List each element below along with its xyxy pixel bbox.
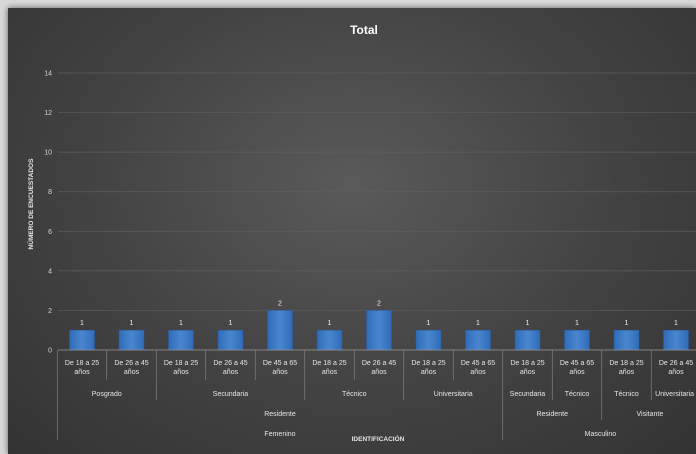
x-tick-label: años xyxy=(124,369,140,376)
bar xyxy=(415,329,442,351)
bar xyxy=(168,329,194,351)
data-label: 1 xyxy=(476,320,480,327)
bar xyxy=(514,329,541,351)
bar-chart: Total NÚMERO DE ENCUESTADOS IDENTIFICACI… xyxy=(26,23,696,443)
data-label: 1 xyxy=(80,320,84,327)
x-group-label: Visitante xyxy=(637,411,664,418)
x-tick-label: años xyxy=(619,369,635,376)
x-tick-label: años xyxy=(569,369,585,376)
x-tick-label: De 18 a 25 xyxy=(609,360,643,367)
data-label: 2 xyxy=(377,300,381,307)
x-tick-label: años xyxy=(520,369,536,376)
x-group-label: Secundaria xyxy=(510,391,546,398)
y-tick-label: 10 xyxy=(44,150,52,157)
x-tick-label: De 26 a 45 xyxy=(659,360,693,367)
x-tick-label: De 26 a 45 xyxy=(114,360,148,367)
x-group-label: Femenino xyxy=(264,431,295,438)
x-tick-label: años xyxy=(421,369,437,376)
data-label: 1 xyxy=(328,320,332,327)
bar xyxy=(663,329,689,351)
x-tick-label: De 26 a 45 xyxy=(213,360,247,367)
x-tick-label: años xyxy=(173,369,189,376)
x-group-label: Técnico xyxy=(565,391,590,398)
bar xyxy=(465,329,491,351)
x-tick-label: De 45 a 65 xyxy=(461,360,495,367)
bar xyxy=(316,329,343,351)
x-group-label: Secundaria xyxy=(213,391,249,398)
data-label: 1 xyxy=(130,320,134,327)
bar xyxy=(118,329,145,351)
x-tick-label: años xyxy=(668,369,684,376)
data-label: 2 xyxy=(278,300,282,307)
x-tick-label: De 45 a 65 xyxy=(560,360,594,367)
x-tick-label: De 45 a 65 xyxy=(263,360,297,367)
bar xyxy=(267,310,293,351)
chart-frame: Total NÚMERO DE ENCUESTADOS IDENTIFICACI… xyxy=(8,8,696,454)
y-tick-label: 14 xyxy=(44,71,52,78)
x-tick-label: De 18 a 25 xyxy=(164,360,198,367)
x-group-label: Universitaria xyxy=(655,391,694,398)
x-tick-label: De 18 a 25 xyxy=(510,360,544,367)
y-tick-label: 0 xyxy=(48,348,52,355)
bar xyxy=(366,310,392,351)
x-tick-label: años xyxy=(272,369,288,376)
x-group-label: Técnico xyxy=(614,391,639,398)
data-label: 1 xyxy=(674,320,678,327)
data-label: 1 xyxy=(179,320,183,327)
y-tick-label: 12 xyxy=(44,110,52,117)
x-tick-label: años xyxy=(371,369,387,376)
x-tick-label: años xyxy=(74,369,90,376)
bar xyxy=(564,329,590,351)
data-label: 1 xyxy=(229,320,233,327)
x-tick-label: De 18 a 25 xyxy=(411,360,445,367)
data-label: 1 xyxy=(625,320,629,327)
x-group-label: Residente xyxy=(536,411,568,418)
x-group-label: Residente xyxy=(264,411,296,418)
x-tick-label: años xyxy=(322,369,338,376)
x-tick-label: De 18 a 25 xyxy=(312,360,346,367)
x-tick-label: años xyxy=(223,369,239,376)
y-tick-label: 2 xyxy=(48,308,52,315)
x-axis-label: IDENTIFICACIÓN xyxy=(352,434,405,443)
x-group-label: Posgrado xyxy=(92,391,122,398)
chart-title: Total xyxy=(350,23,378,37)
x-group-label: Universitaria xyxy=(434,391,473,398)
x-tick-label: De 26 a 45 xyxy=(362,360,396,367)
x-group-label: Masculino xyxy=(585,431,617,438)
data-label: 1 xyxy=(526,320,530,327)
x-tick-label: años xyxy=(470,369,486,376)
y-tick-label: 8 xyxy=(48,189,52,196)
y-tick-label: 6 xyxy=(48,229,52,236)
x-tick-label: De 18 a 25 xyxy=(65,360,99,367)
data-label: 1 xyxy=(575,320,579,327)
y-axis-label: NÚMERO DE ENCUESTADOS xyxy=(26,158,35,250)
data-label: 1 xyxy=(427,320,431,327)
x-group-label: Técnico xyxy=(342,391,367,398)
y-tick-label: 4 xyxy=(48,268,52,275)
bar xyxy=(69,329,95,351)
bar xyxy=(613,329,640,351)
bar xyxy=(217,329,244,351)
